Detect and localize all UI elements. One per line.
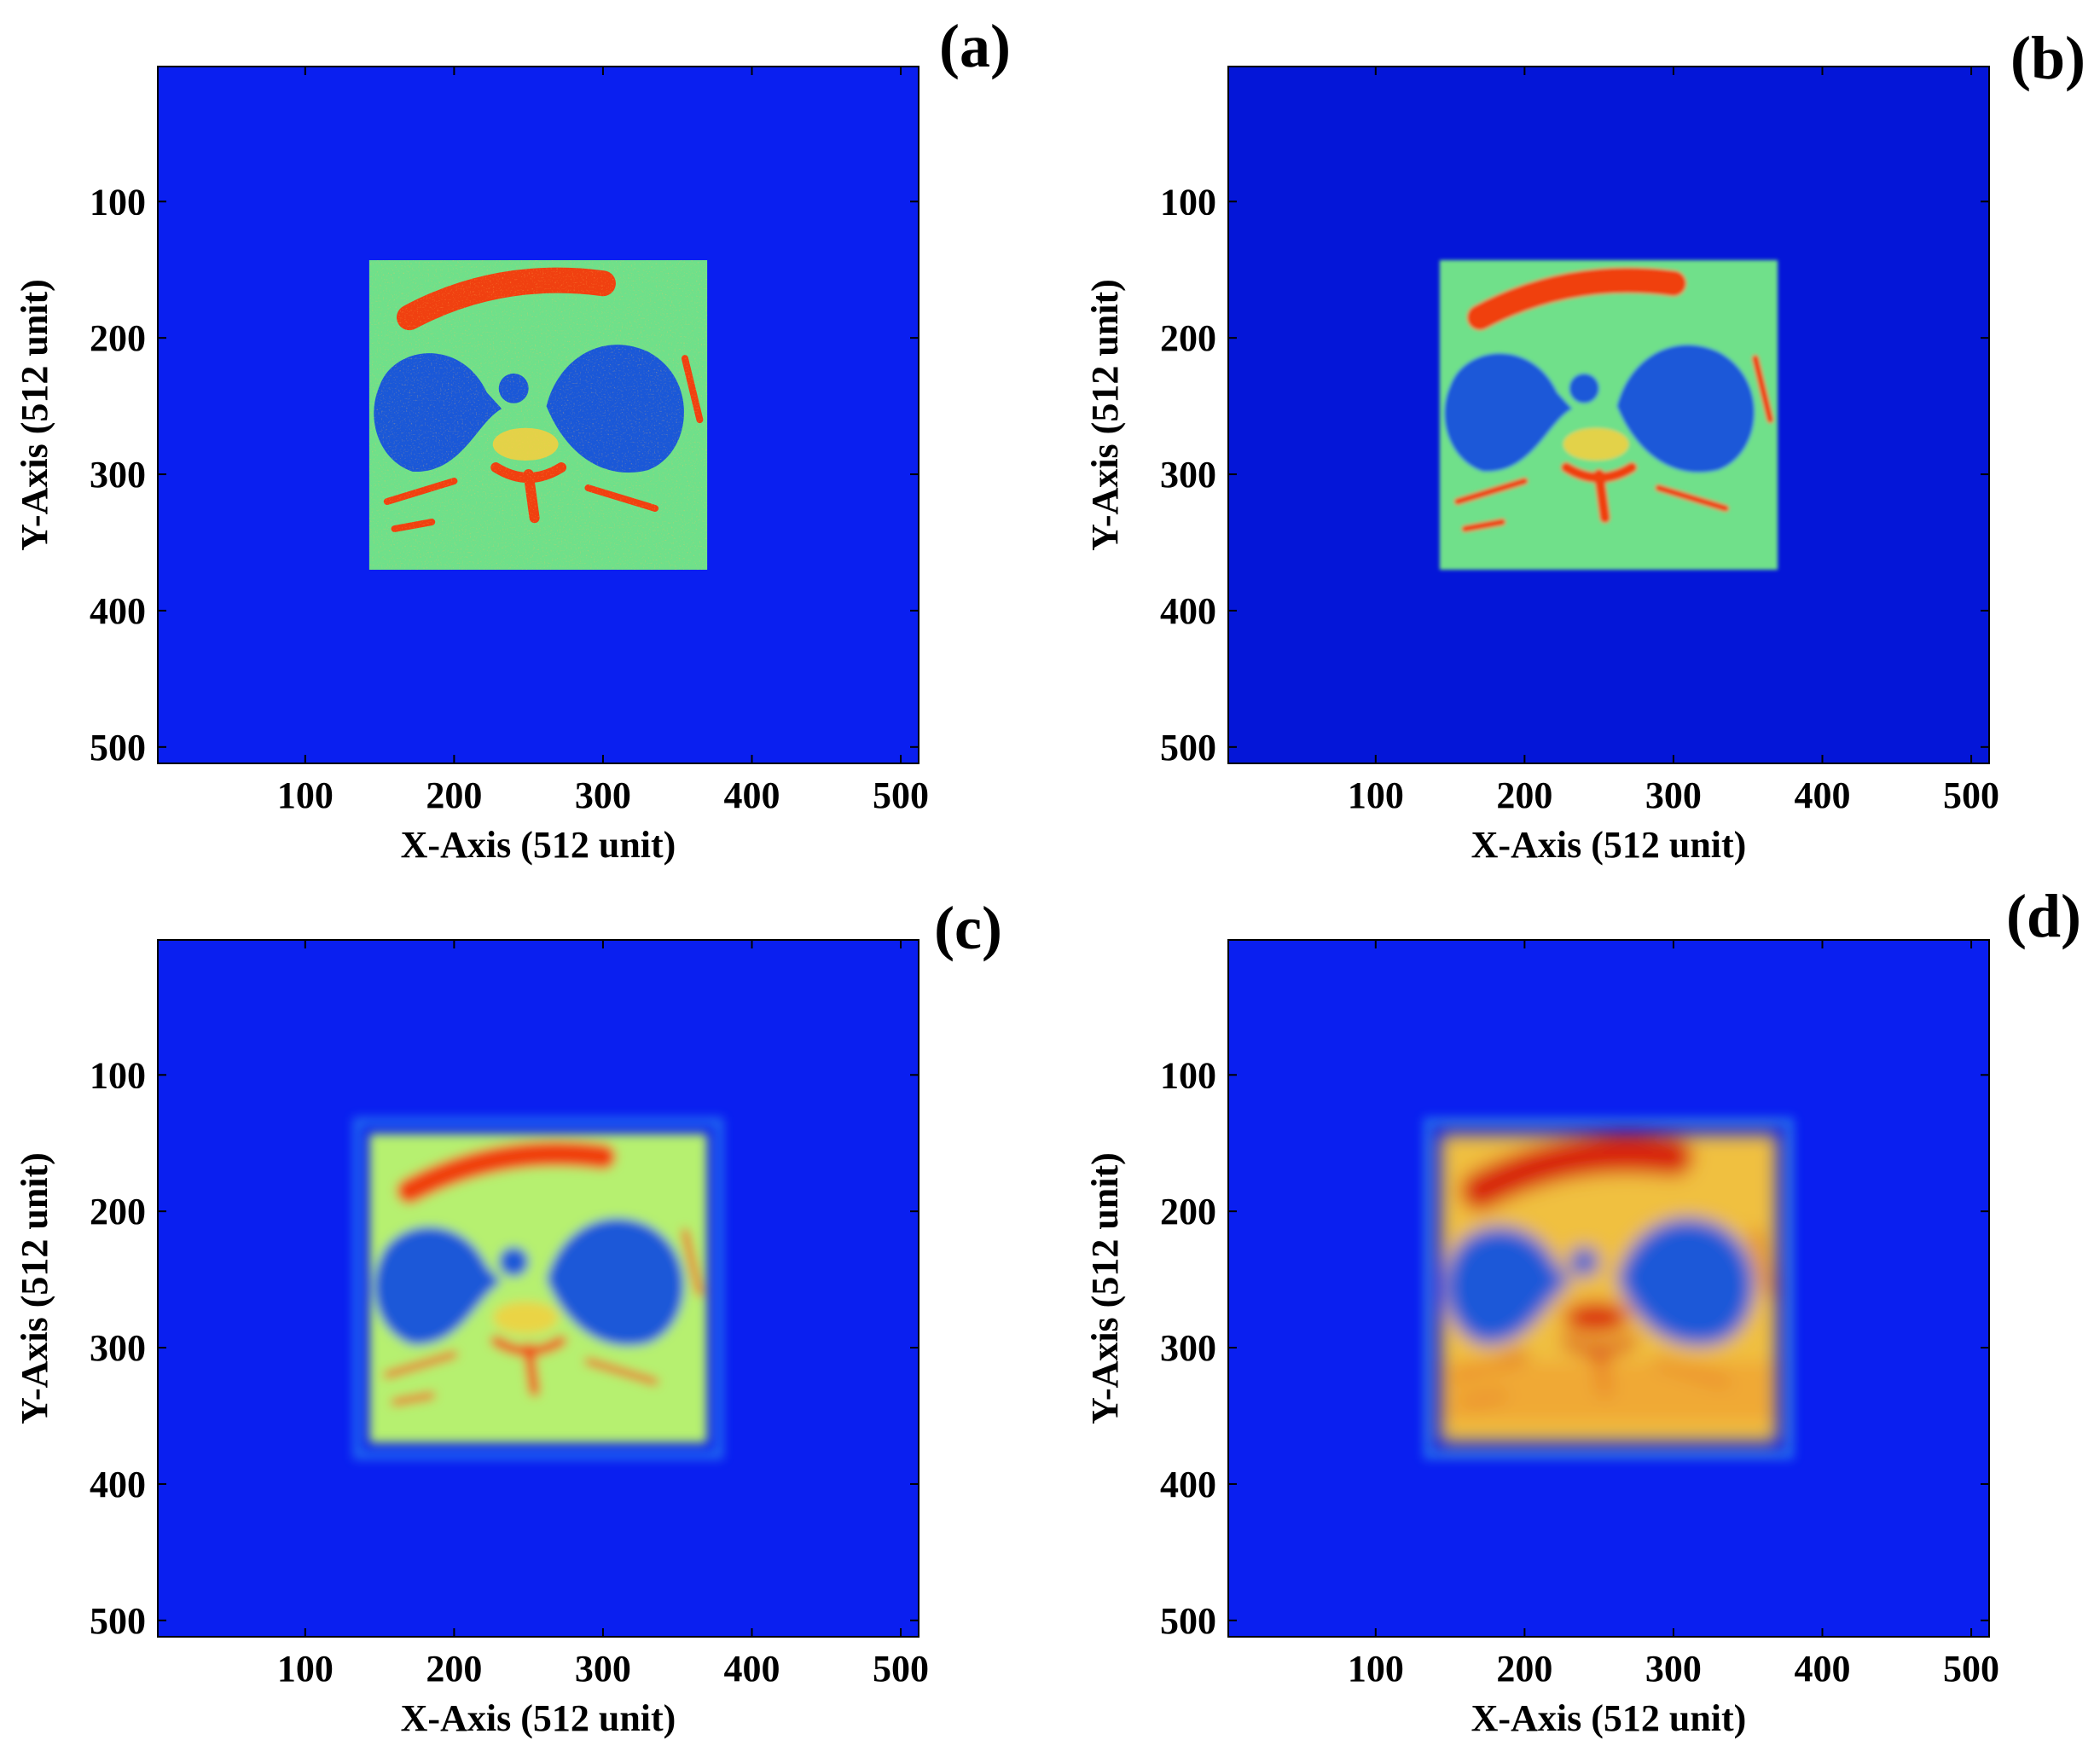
x-tick-label: 300 [575,774,631,816]
spine-bone [1561,462,1638,524]
x-tick-label: 400 [723,774,780,816]
x-axis-label: X-Axis (512 unit) [1471,1697,1747,1739]
rib-2 [584,1358,659,1386]
y-tick-label: 300 [90,1327,146,1369]
x-axis-label: X-Axis (512 unit) [401,1697,676,1739]
heatmap-image [158,940,919,1637]
trachea [498,1246,529,1277]
x-tick-label: 400 [723,1648,780,1690]
y-tick-label: 100 [1160,181,1216,223]
rib-4 [391,1392,436,1406]
axes-frame [157,939,919,1638]
ct-slice [1439,1134,1778,1443]
rib-3 [1751,355,1774,424]
rib-1 [1453,478,1529,506]
axes-frame [1227,939,1990,1638]
y-tick-label: 300 [90,454,146,496]
x-tick-label: 500 [873,1648,929,1690]
spine-bone [490,1336,567,1397]
panel-d: 100 200 300 400 500 100 200 300 400 500 X-Axis (51… [1084,882,2081,1739]
mediastinum [492,1301,559,1335]
sternum-bone [1460,1134,1693,1211]
x-tick-label: 400 [1794,1648,1850,1690]
right-lung [374,1227,502,1345]
x-tick-label: 400 [1794,774,1850,816]
left-lung [1616,345,1755,473]
x-tick-label: 100 [1348,774,1404,816]
rib-3 [1751,1228,1774,1297]
sternum-bone [397,1140,616,1204]
posterior-band [1442,1361,1775,1423]
y-tick-label: 500 [1160,1600,1216,1642]
y-tick-label: 500 [1160,727,1216,768]
ct-slice [368,260,708,570]
x-tick-label: 200 [426,774,482,816]
y-tick-label: 400 [1160,1464,1216,1505]
y-tick-label: 200 [1160,317,1216,359]
y-tick-label: 100 [1160,1054,1216,1096]
y-tick-label: 300 [1160,454,1216,496]
panel-letter: (b) [2010,24,2085,92]
left-lung [1616,1218,1755,1347]
y-tick-label: 400 [90,1464,146,1505]
x-tick-label: 100 [277,1648,334,1690]
x-tick-label: 300 [1645,774,1702,816]
x-tick-label: 100 [1348,1648,1404,1690]
y-tick-label: 500 [90,727,146,768]
x-tick-label: 200 [1496,774,1552,816]
x-axis-label: X-Axis (512 unit) [1471,824,1747,866]
y-axis-label: Y-Axis (512 unit) [1084,279,1126,551]
x-tick-label: 300 [1645,1648,1702,1690]
mediastinum [1563,1301,1629,1335]
rib-2 [1655,484,1730,513]
heatmap-image [1228,940,1989,1637]
y-tick-label: 400 [1160,590,1216,632]
noise-texture [368,260,708,570]
axes-frame [157,66,919,764]
right-lung [1444,353,1573,472]
mediastinum [1563,427,1629,461]
panel-b: 100 200 300 400 500 100 200 300 400 500 X-Axis (51… [1084,24,2085,866]
y-tick-label: 200 [90,317,146,359]
y-tick-label: 500 [90,1600,146,1642]
heatmap-image [1228,67,1989,763]
y-tick-label: 400 [90,590,146,632]
rib-4 [1461,519,1506,533]
y-axis-label: Y-Axis (512 unit) [1084,1152,1126,1424]
y-tick-label: 200 [90,1191,146,1232]
y-tick-label: 300 [1160,1327,1216,1369]
ct-slice [1439,260,1778,570]
y-axis-label: Y-Axis (512 unit) [14,1152,55,1424]
ct-slice [368,1134,708,1443]
x-tick-label: 200 [426,1648,482,1690]
panel-a: 100 200 300 400 500 100 200 300 400 500 X-Axis (51… [14,12,1011,866]
trachea [1569,1246,1599,1277]
trachea [1569,373,1599,403]
x-tick-label: 500 [1943,1648,1999,1690]
x-tick-label: 500 [1943,774,1999,816]
left-lung [546,1218,684,1347]
axes-frame [1227,66,1990,764]
x-tick-label: 300 [575,1648,631,1690]
rib-1 [383,1351,458,1379]
x-tick-label: 100 [277,774,334,816]
ringing-halo [352,1117,724,1459]
y-tick-label: 200 [1160,1191,1216,1232]
x-tick-label: 500 [873,774,929,816]
y-tick-label: 100 [90,1054,146,1096]
x-tick-label: 200 [1496,1648,1552,1690]
panel-letter: (c) [934,894,1002,962]
heatmap-image [158,67,919,763]
panel-letter: (a) [939,12,1011,80]
x-axis-label: X-Axis (512 unit) [401,824,676,866]
panel-letter: (d) [2006,882,2081,950]
panel-c: 100 200 300 400 500 100 200 300 400 500 X-Axis (51… [14,894,1002,1739]
rib-3 [681,1228,704,1297]
y-axis-label: Y-Axis (512 unit) [14,279,55,551]
right-lung [1444,1227,1573,1345]
sternum-bone [1467,267,1686,331]
ringing-halo [1423,1117,1795,1459]
y-tick-label: 100 [90,181,146,223]
